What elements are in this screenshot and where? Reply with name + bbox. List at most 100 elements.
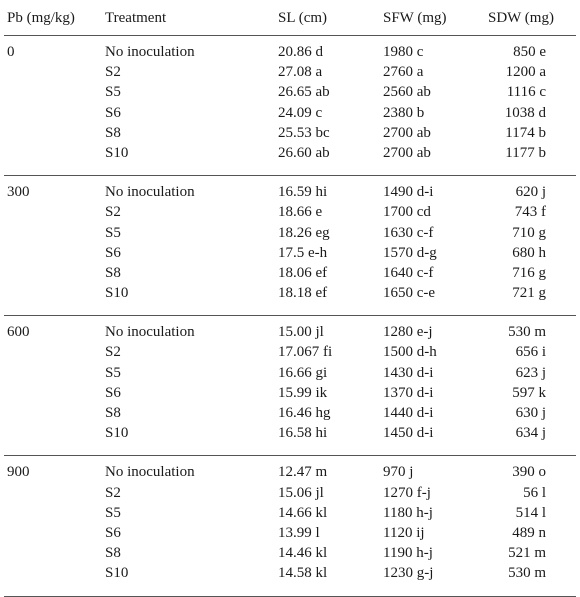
- sfw-cell: 1490 d-i: [383, 184, 434, 201]
- sl-cell: 15.00 jl: [278, 324, 324, 341]
- table-row: 300 No inoculation 16.59 hi 1490 d-i 620 j: [4, 184, 576, 204]
- treatment-cell: No inoculation: [105, 324, 195, 341]
- sfw-cell: 1700 cd: [383, 204, 431, 221]
- table-row: S10 18.18 ef 1650 c-e 721 g: [4, 285, 576, 305]
- sl-cell: 27.08 a: [278, 64, 323, 81]
- sfw-cell: 2560 ab: [383, 84, 431, 101]
- sdw-cell: 721 g: [512, 285, 546, 302]
- treatment-cell: S6: [105, 524, 121, 541]
- sl-cell: 12.47 m: [278, 464, 328, 481]
- table-body: 0 No inoculation 20.86 d 1980 c 850 e S2 27.08…: [4, 35, 576, 597]
- group-divider: [4, 315, 576, 317]
- table-row: S2 15.06 jl 1270 f-j 56 l: [4, 485, 576, 505]
- table-row: S8 18.06 ef 1640 c-f 716 g: [4, 265, 576, 285]
- sdw-cell: 1038 d: [504, 104, 546, 121]
- sl-cell: 15.06 jl: [278, 484, 324, 501]
- sl-cell: 18.06 ef: [278, 264, 328, 281]
- sl-cell: 15.99 ik: [278, 384, 328, 401]
- treatment-cell: No inoculation: [105, 464, 195, 481]
- treatment-cell: S6: [105, 104, 121, 121]
- sl-cell: 18.18 ef: [278, 285, 328, 302]
- treatment-cell: S2: [105, 344, 121, 361]
- sdw-cell: 1116 c: [506, 84, 546, 101]
- pb-value: 900: [7, 464, 30, 481]
- table-row: S10 16.58 hi 1450 d-i 634 j: [4, 425, 576, 445]
- sl-cell: 14.46 kl: [278, 545, 328, 562]
- sdw-cell: 623 j: [515, 364, 546, 381]
- sfw-cell: 1980 c: [383, 44, 424, 60]
- sdw-cell: 656 i: [515, 344, 546, 361]
- sdw-cell: 514 l: [515, 504, 546, 521]
- sl-cell: 18.66 e: [278, 204, 323, 221]
- treatment-cell: S10: [105, 285, 129, 302]
- sdw-cell: 716 g: [512, 264, 546, 281]
- sl-cell: 14.66 kl: [278, 504, 328, 521]
- table-row: S6 15.99 ik 1370 d-i 597 k: [4, 385, 576, 405]
- table-row: S10 26.60 ab 2700 ab 1177 b: [4, 145, 576, 165]
- sfw-cell: 1430 d-i: [383, 364, 434, 381]
- sl-cell: 13.99 l: [278, 524, 320, 541]
- treatment-cell: S8: [105, 405, 121, 421]
- treatment-cell: S2: [105, 204, 121, 221]
- sfw-cell: 1180 h-j: [383, 504, 433, 521]
- group-divider: [4, 35, 576, 36]
- sdw-cell: 56 l: [523, 484, 546, 501]
- pb-value: 0: [7, 44, 15, 60]
- sfw-cell: 1650 c-e: [383, 285, 436, 302]
- sl-cell: 14.58 kl: [278, 565, 328, 582]
- header-treatment: Treatment: [105, 10, 167, 26]
- sfw-cell: 1450 d-i: [383, 425, 434, 442]
- sl-cell: 16.46 hg: [278, 405, 331, 421]
- sfw-cell: 1370 d-i: [383, 384, 434, 401]
- treatment-cell: S8: [105, 264, 121, 281]
- pb-value: 600: [7, 324, 30, 341]
- sfw-cell: 1440 d-i: [383, 405, 434, 421]
- sfw-cell: 1190 h-j: [383, 545, 433, 562]
- sfw-cell: 2760 a: [383, 64, 424, 81]
- table-row: S5 14.66 kl 1180 h-j 514 l: [4, 505, 576, 525]
- group-divider: [4, 175, 576, 177]
- sdw-cell: 1200 a: [505, 64, 546, 81]
- header-sl: SL (cm): [278, 10, 328, 26]
- sfw-cell: 1270 f-j: [383, 484, 431, 501]
- sdw-cell: 1174 b: [505, 124, 546, 141]
- treatment-cell: S5: [105, 504, 121, 521]
- sfw-cell: 1280 e-j: [383, 324, 433, 341]
- header-sfw: SFW (mg): [383, 10, 447, 26]
- sfw-cell: 1230 g-j: [383, 565, 434, 582]
- sl-cell: 16.58 hi: [278, 425, 328, 442]
- sfw-cell: 1640 c-f: [383, 264, 434, 281]
- sfw-cell: 1630 c-f: [383, 224, 434, 241]
- header-sdw: SDW (mg): [488, 10, 554, 26]
- group-divider: [4, 455, 576, 457]
- sdw-cell: 620 j: [515, 184, 546, 201]
- treatment-cell: S10: [105, 425, 129, 442]
- header-pb: Pb (mg/kg): [7, 10, 75, 26]
- table-row: S5 18.26 eg 1630 c-f 710 g: [4, 225, 576, 245]
- sl-cell: 17.5 e-h: [278, 244, 328, 261]
- table-bottom-rule: [4, 595, 576, 597]
- table-row: S8 14.46 kl 1190 h-j 521 m: [4, 545, 576, 565]
- treatment-cell: S10: [105, 144, 129, 161]
- treatment-cell: S5: [105, 84, 121, 101]
- sfw-cell: 1570 d-g: [383, 244, 437, 261]
- sl-cell: 18.26 eg: [278, 224, 330, 241]
- table-row: 600 No inoculation 15.00 jl 1280 e-j 530 m: [4, 324, 576, 344]
- sl-cell: 24.09 c: [278, 104, 323, 121]
- treatment-cell: No inoculation: [105, 184, 195, 201]
- sdw-cell: 1177 b: [505, 144, 546, 161]
- table-row: S2 17.067 fi 1500 d-h 656 i: [4, 344, 576, 364]
- table-row: S10 14.58 kl 1230 g-j 530 m: [4, 565, 576, 585]
- table-row: S5 16.66 gi 1430 d-i 623 j: [4, 365, 576, 385]
- treatment-cell: S8: [105, 545, 121, 562]
- sl-cell: 17.067 fi: [278, 344, 333, 361]
- treatment-cell: S2: [105, 484, 121, 501]
- sdw-cell: 489 n: [512, 524, 546, 541]
- table-group: 0 No inoculation 20.86 d 1980 c 850 e S2 27.08…: [4, 36, 576, 175]
- sdw-cell: 634 j: [515, 425, 546, 442]
- table-row: S2 18.66 e 1700 cd 743 f: [4, 204, 576, 224]
- treatment-cell: S2: [105, 64, 121, 81]
- sfw-cell: 2380 b: [383, 104, 425, 121]
- table-row: S8 25.53 bc 2700 ab 1174 b: [4, 125, 576, 145]
- sfw-cell: 1500 d-h: [383, 344, 437, 361]
